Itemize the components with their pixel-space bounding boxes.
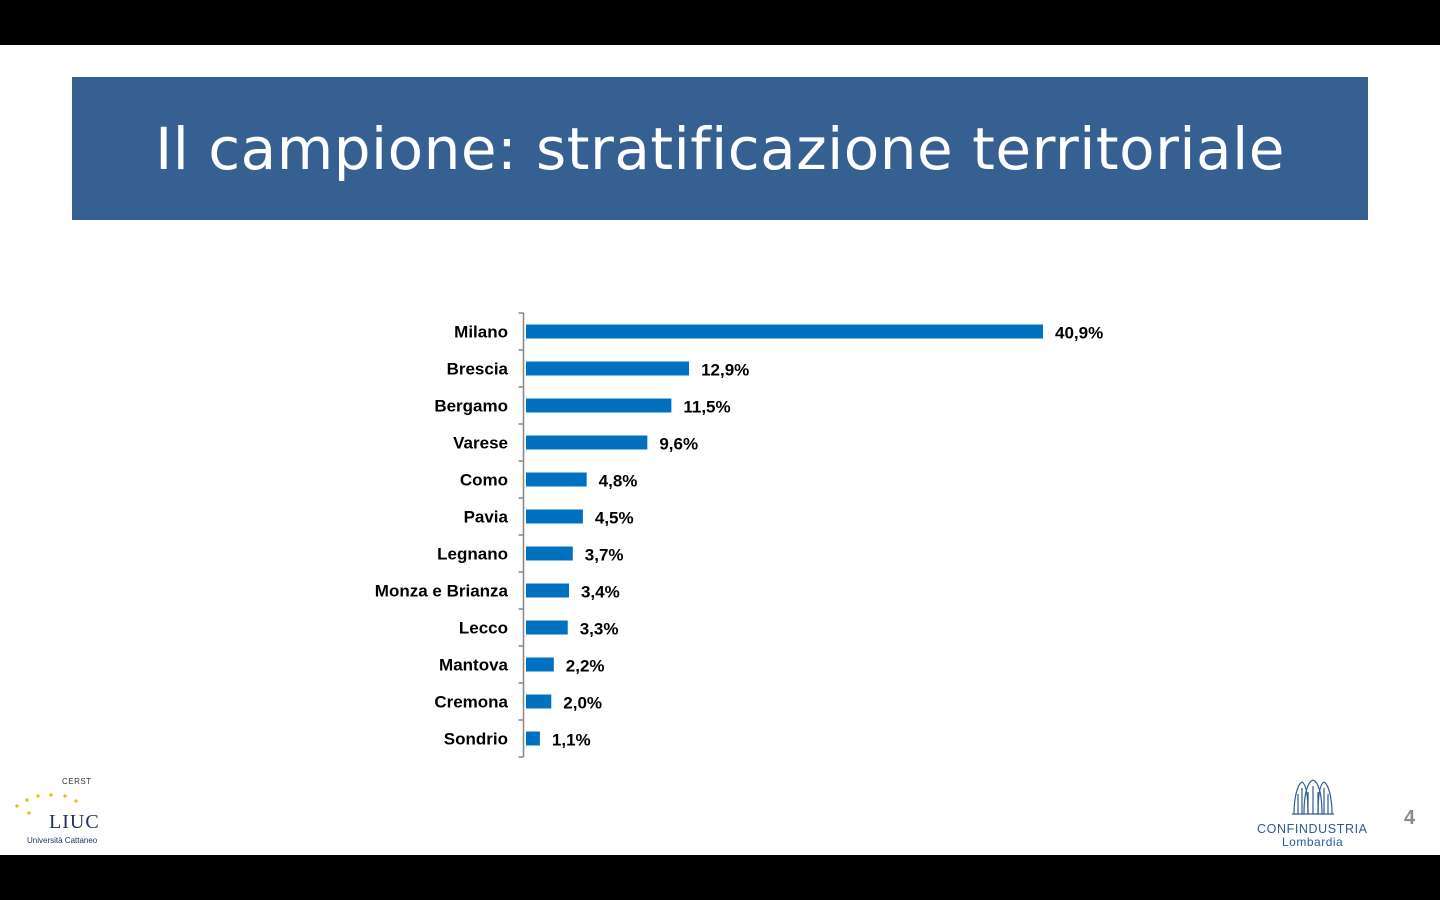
category-label: Sondrio [444, 730, 508, 749]
slide-title: Il campione: stratificazione territorial… [155, 114, 1285, 183]
category-label: Varese [453, 434, 508, 453]
liuc-subtitle: Università Cattaneo [27, 836, 98, 845]
data-label: 40,9% [1055, 324, 1103, 343]
bar [526, 731, 540, 746]
liuc-name: LIUC [49, 811, 100, 833]
slide: Il campione: stratificazione territorial… [0, 45, 1440, 855]
category-label: Legnano [437, 545, 508, 564]
bar [526, 694, 552, 709]
bar [526, 509, 583, 524]
data-label: 12,9% [701, 361, 749, 380]
category-label: Monza e Brianza [375, 582, 509, 601]
data-label: 3,7% [585, 546, 624, 565]
category-label: Como [460, 471, 508, 490]
title-bar: Il campione: stratificazione territorial… [72, 77, 1368, 220]
category-label: Bergamo [434, 397, 508, 416]
bar [526, 620, 568, 635]
data-label: 4,5% [595, 509, 634, 528]
category-label: Pavia [464, 508, 509, 527]
data-label: 11,5% [683, 398, 730, 417]
page-number: 4 [1404, 807, 1416, 829]
data-label: 4,8% [599, 472, 638, 491]
category-label: Brescia [447, 360, 509, 379]
eu-stars-icon [15, 793, 78, 815]
data-label: 3,3% [580, 620, 619, 639]
data-label: 9,6% [659, 435, 698, 454]
category-label: Lecco [459, 619, 508, 638]
bar [526, 583, 569, 598]
data-labels: 40,9% 12,9% 11,5% 9,6% 4,8% 4,5% 3,7% 3,4% 3,3% 2… [552, 324, 1103, 750]
confindustria-subtitle: Lombardia [1282, 835, 1344, 849]
liuc-logo: CERST LIUC Università Cattaneo [12, 775, 112, 850]
bar [526, 398, 672, 413]
bar [526, 435, 648, 450]
confindustria-emblem-icon [1292, 779, 1334, 815]
data-label: 3,4% [581, 583, 620, 602]
chart-axis [518, 312, 525, 758]
confindustria-name: CONFINDUSTRIA [1257, 822, 1368, 836]
category-label: Milano [454, 323, 508, 342]
category-label: Cremona [434, 693, 508, 712]
data-label: 2,2% [566, 657, 605, 676]
bar [526, 324, 1043, 339]
chart-bars [526, 324, 1043, 746]
bar [526, 546, 573, 561]
category-label: Mantova [439, 656, 509, 675]
bar [526, 472, 587, 487]
category-labels: Milano Brescia Bergamo Varese Como Pavia Legna… [375, 323, 509, 749]
bar [526, 361, 690, 376]
confindustria-logo: CONFINDUSTRIA Lombardia [1250, 778, 1380, 850]
bar [526, 657, 554, 672]
data-label: 1,1% [552, 731, 591, 750]
data-label: 2,0% [563, 694, 602, 713]
liuc-cerst-text: CERST [62, 777, 92, 786]
